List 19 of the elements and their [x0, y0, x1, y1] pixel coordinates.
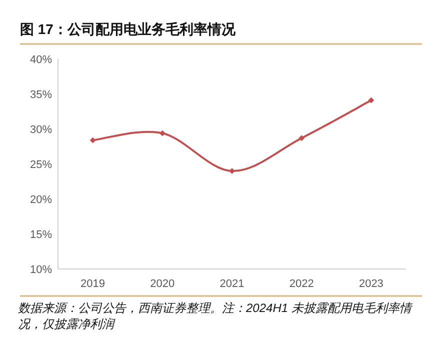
x-tick-label: 2021: [220, 278, 244, 290]
y-tick-label: 20%: [30, 194, 52, 206]
y-tick-label: 25%: [30, 159, 52, 171]
y-tick-label: 15%: [30, 229, 52, 241]
x-tick-label: 2020: [150, 278, 175, 290]
point: [90, 137, 96, 144]
x-tick-label: 2022: [289, 278, 314, 290]
source-note: 数据来源：公司公告，西南证券整理。注：2024H1 未披露配用电毛利率情况，仅披露净利润: [18, 300, 414, 332]
y-tick-label: 10%: [30, 264, 52, 276]
chart-title: 图 17：公司配用电业务毛利率情况: [20, 21, 236, 37]
point: [229, 168, 235, 174]
point: [298, 135, 305, 142]
y-tick-label: 35%: [30, 89, 52, 101]
point: [159, 130, 166, 136]
y-tick-label: 40%: [30, 54, 52, 66]
point: [368, 97, 374, 104]
x-tick-label: 2023: [358, 278, 384, 290]
y-tick-label: 30%: [30, 124, 52, 136]
x-tick-label: 2019: [80, 278, 106, 290]
